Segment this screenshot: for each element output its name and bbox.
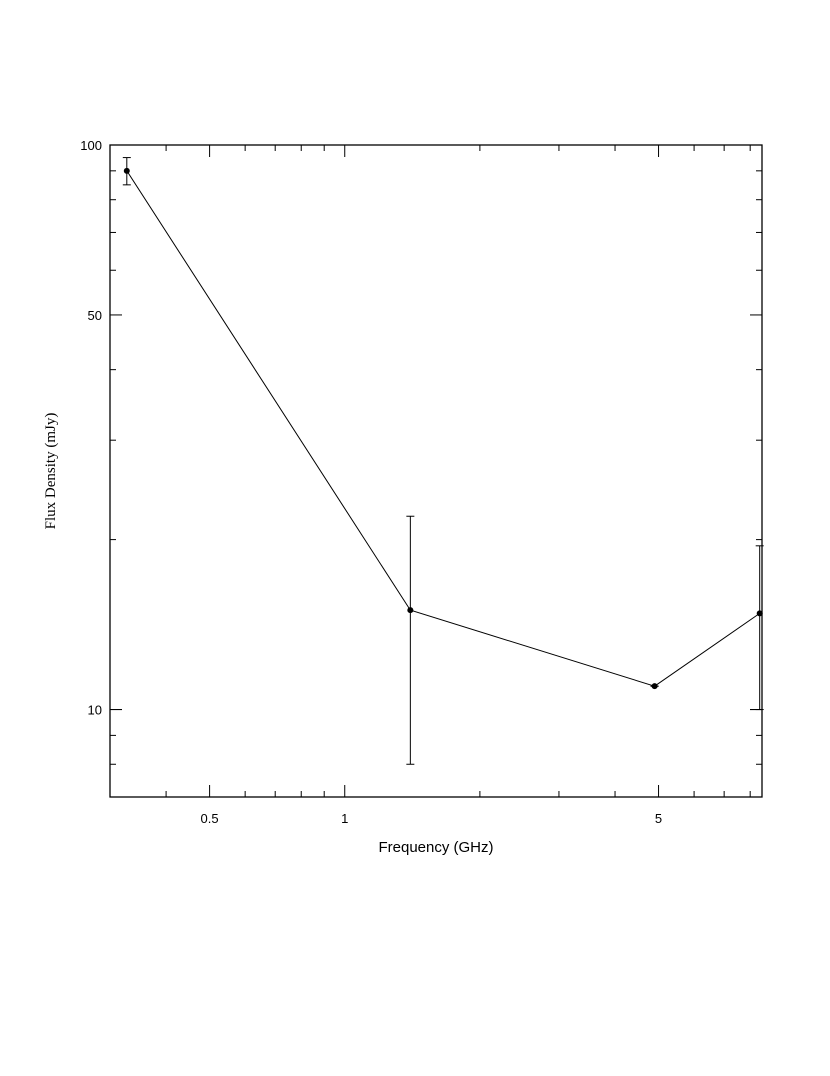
tick-labels: 0.5 1 5 10 50 100 — [80, 138, 662, 826]
data-point — [407, 607, 414, 614]
x-tick-label: 1 — [341, 811, 348, 826]
x-axis-label: Frequency (GHz) — [378, 839, 493, 856]
y-tick-label: 100 — [80, 138, 102, 153]
data-points — [123, 167, 763, 690]
data-point — [651, 683, 658, 690]
plot-frame — [109, 144, 763, 798]
y-axis-label: Flux Density (mJy) — [43, 413, 59, 530]
data-point — [756, 610, 763, 617]
x-tick-label: 5 — [655, 811, 662, 826]
data-point — [123, 167, 130, 174]
tick-marks — [109, 144, 762, 798]
x-tick-label: 0.5 — [201, 811, 219, 826]
y-tick-label: 10 — [88, 703, 102, 718]
series-line — [126, 170, 760, 687]
error-bars — [122, 157, 764, 765]
y-tick-label: 50 — [88, 308, 102, 323]
